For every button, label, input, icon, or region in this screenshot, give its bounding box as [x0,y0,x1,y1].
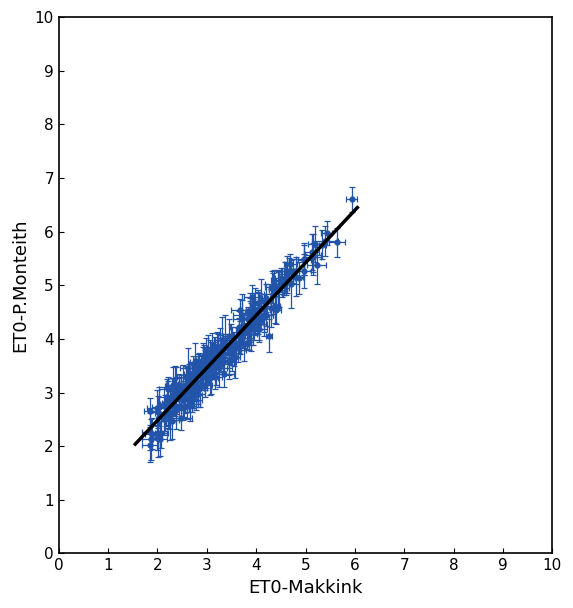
X-axis label: ET0-Makkink: ET0-Makkink [248,579,363,597]
Y-axis label: ET0-P.Monteith: ET0-P.Monteith [11,218,29,352]
